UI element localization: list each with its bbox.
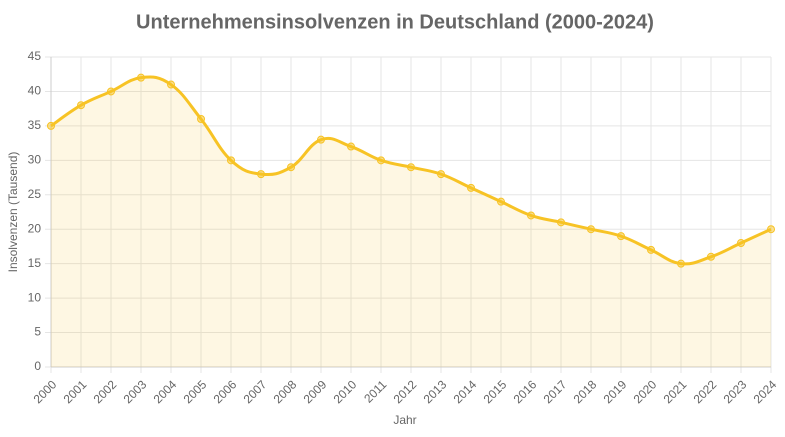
y-tick-label: 20: [28, 221, 42, 235]
x-tick-label: 2019: [601, 377, 630, 406]
y-tick-label: 10: [28, 290, 42, 304]
x-tick-label: 2022: [691, 377, 720, 406]
chart-title: Unternehmensinsolvenzen in Deutschland (…: [136, 11, 654, 33]
x-tick-label: 2003: [121, 377, 150, 406]
point: [707, 252, 715, 261]
point: [647, 245, 655, 254]
y-tick-label: 40: [28, 84, 42, 98]
x-tick-label: 2023: [721, 377, 750, 406]
x-tick-label: 2000: [31, 377, 60, 406]
x-tick-label: 2010: [331, 377, 360, 406]
y-tick-label: 5: [34, 325, 41, 339]
x-tick-label: 2015: [481, 377, 510, 406]
point: [467, 183, 475, 192]
y-tick-label: 0: [34, 359, 41, 373]
point: [767, 225, 775, 234]
x-tick-label: 2004: [151, 377, 180, 406]
point: [47, 121, 55, 130]
x-tick-label: 2009: [301, 377, 330, 406]
point: [407, 163, 415, 172]
point: [227, 156, 235, 165]
y-tick-label: 15: [28, 256, 42, 270]
point: [317, 135, 325, 144]
point: [287, 163, 295, 172]
point: [167, 80, 175, 89]
x-tick-label: 2016: [511, 377, 540, 406]
x-tick-label: 2006: [211, 377, 240, 406]
point: [527, 211, 535, 220]
y-tick-label: 30: [28, 153, 42, 167]
point: [77, 101, 85, 110]
point: [677, 259, 685, 268]
x-tick-label: 2012: [391, 377, 420, 406]
point: [107, 87, 115, 96]
point: [197, 115, 205, 123]
area: [51, 76, 771, 367]
x-axis-label: Jahr: [393, 413, 416, 427]
point: [497, 197, 505, 206]
x-tick-label: 2017: [541, 377, 570, 406]
y-tick-label: 25: [28, 187, 42, 201]
y-axis-label: Insolvenzen (Tausend): [6, 152, 20, 273]
point: [437, 170, 445, 179]
point: [587, 225, 595, 234]
x-tick-label: 2002: [91, 377, 120, 406]
x-tick-label: 2021: [661, 377, 690, 406]
point: [617, 232, 625, 241]
point: [137, 73, 145, 82]
x-tick-label: 2013: [421, 377, 450, 406]
x-tick-label: 2018: [571, 377, 600, 406]
x-tick-label: 2024: [751, 377, 780, 406]
x-tick-label: 2008: [271, 377, 300, 406]
point: [257, 170, 265, 179]
x-tick-label: 2007: [241, 377, 270, 406]
y-tick-label: 45: [28, 49, 42, 63]
x-tick-label: 2005: [181, 377, 210, 406]
point: [347, 142, 355, 151]
point: [377, 156, 385, 165]
x-tick-label: 2020: [631, 377, 660, 406]
y-tick-label: 35: [28, 118, 42, 132]
point: [557, 218, 565, 227]
x-tick-label: 2014: [451, 377, 480, 406]
point: [737, 239, 745, 247]
x-tick-label: 2011: [361, 377, 389, 405]
x-tick-label: 2001: [61, 377, 90, 406]
